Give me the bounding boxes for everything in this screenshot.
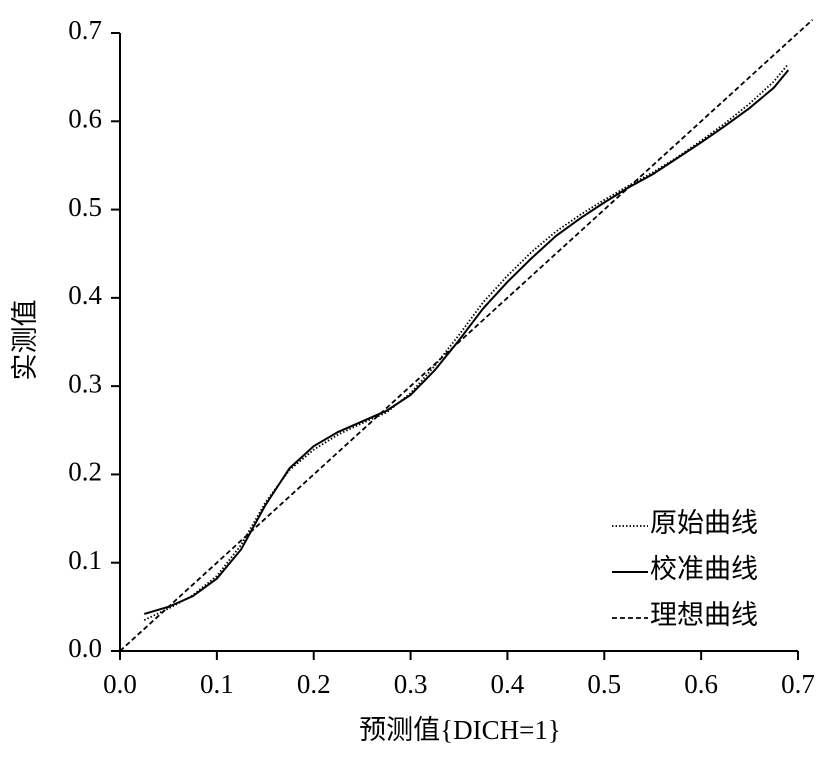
y-tick-label: 0.4: [68, 280, 102, 310]
x-tick-label: 0.0: [103, 669, 137, 699]
y-axis-label: 实测值: [10, 300, 40, 381]
y-tick-label: 0.3: [68, 368, 102, 398]
x-tick-label: 0.2: [297, 669, 331, 699]
y-tick-label: 0.6: [68, 103, 102, 133]
x-tick-label: 0.6: [684, 669, 718, 699]
legend-label: 校准曲线: [650, 554, 758, 584]
legend-label: 原始曲线: [650, 508, 758, 538]
y-tick-label: 0.2: [68, 457, 102, 487]
y-tick-label: 0.5: [68, 192, 102, 222]
x-tick-label: 0.5: [587, 669, 621, 699]
x-tick-label: 0.1: [200, 669, 234, 699]
x-tick-label: 0.7: [781, 669, 815, 699]
x-axis-label: 预测值{DICH=1}: [359, 715, 561, 745]
y-tick-label: 0.0: [68, 633, 102, 663]
legend-label: 理想曲线: [650, 600, 758, 630]
x-tick-label: 0.4: [491, 669, 525, 699]
y-tick-label: 0.1: [68, 545, 102, 575]
x-tick-label: 0.3: [394, 669, 428, 699]
y-tick-label: 0.7: [68, 15, 102, 45]
series-line: [143, 69, 790, 615]
series-line: [119, 19, 814, 652]
